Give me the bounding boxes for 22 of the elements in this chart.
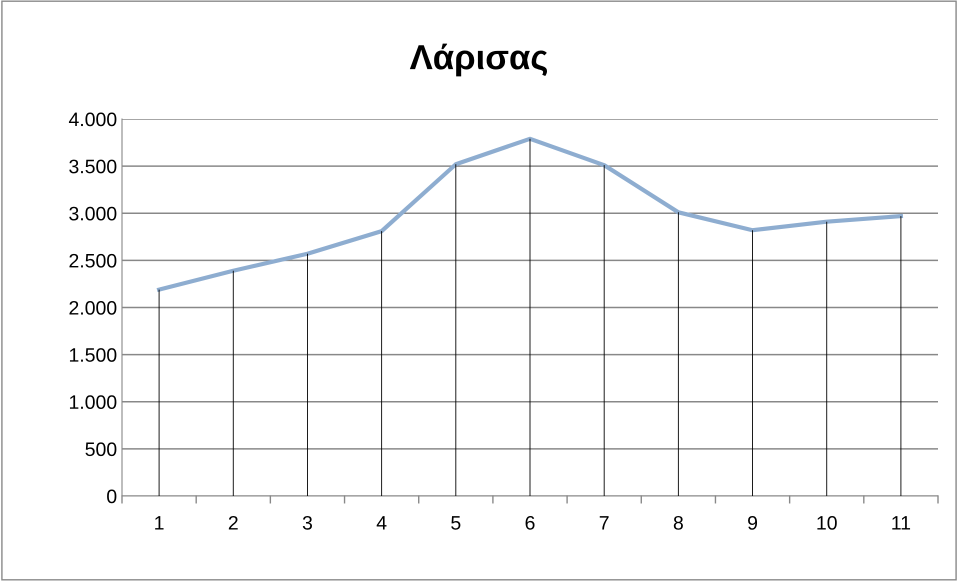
- y-tick-label: 0: [107, 489, 116, 504]
- x-tick-label: 9: [748, 516, 758, 530]
- y-tick-label: 1.000: [70, 395, 116, 409]
- y-tick-label: 2.500: [69, 254, 116, 268]
- y-tick-label: 3.000: [69, 206, 116, 220]
- y-tick-label: 4.000: [68, 112, 116, 126]
- x-tick-label: 5: [451, 516, 460, 530]
- y-tick-label: 1.500: [70, 348, 116, 362]
- chart-title: Λάρισας: [410, 44, 548, 76]
- x-tick-label: 10: [817, 516, 837, 530]
- x-tick-label: 3: [302, 516, 312, 530]
- x-tick-label: 1: [155, 516, 164, 530]
- y-tick-label: 2.000: [69, 300, 116, 315]
- x-tick-label: 11: [892, 516, 910, 530]
- x-tick-label: 8: [674, 516, 683, 530]
- x-tick-label: 2: [228, 516, 238, 530]
- x-tick-label: 6: [526, 516, 535, 530]
- x-tick-label: 4: [376, 516, 386, 530]
- y-tick-label: 500: [85, 442, 116, 456]
- line-series: [157, 136, 903, 292]
- y-tick-label: 3.500: [69, 160, 116, 174]
- x-tick-label: 7: [600, 516, 609, 530]
